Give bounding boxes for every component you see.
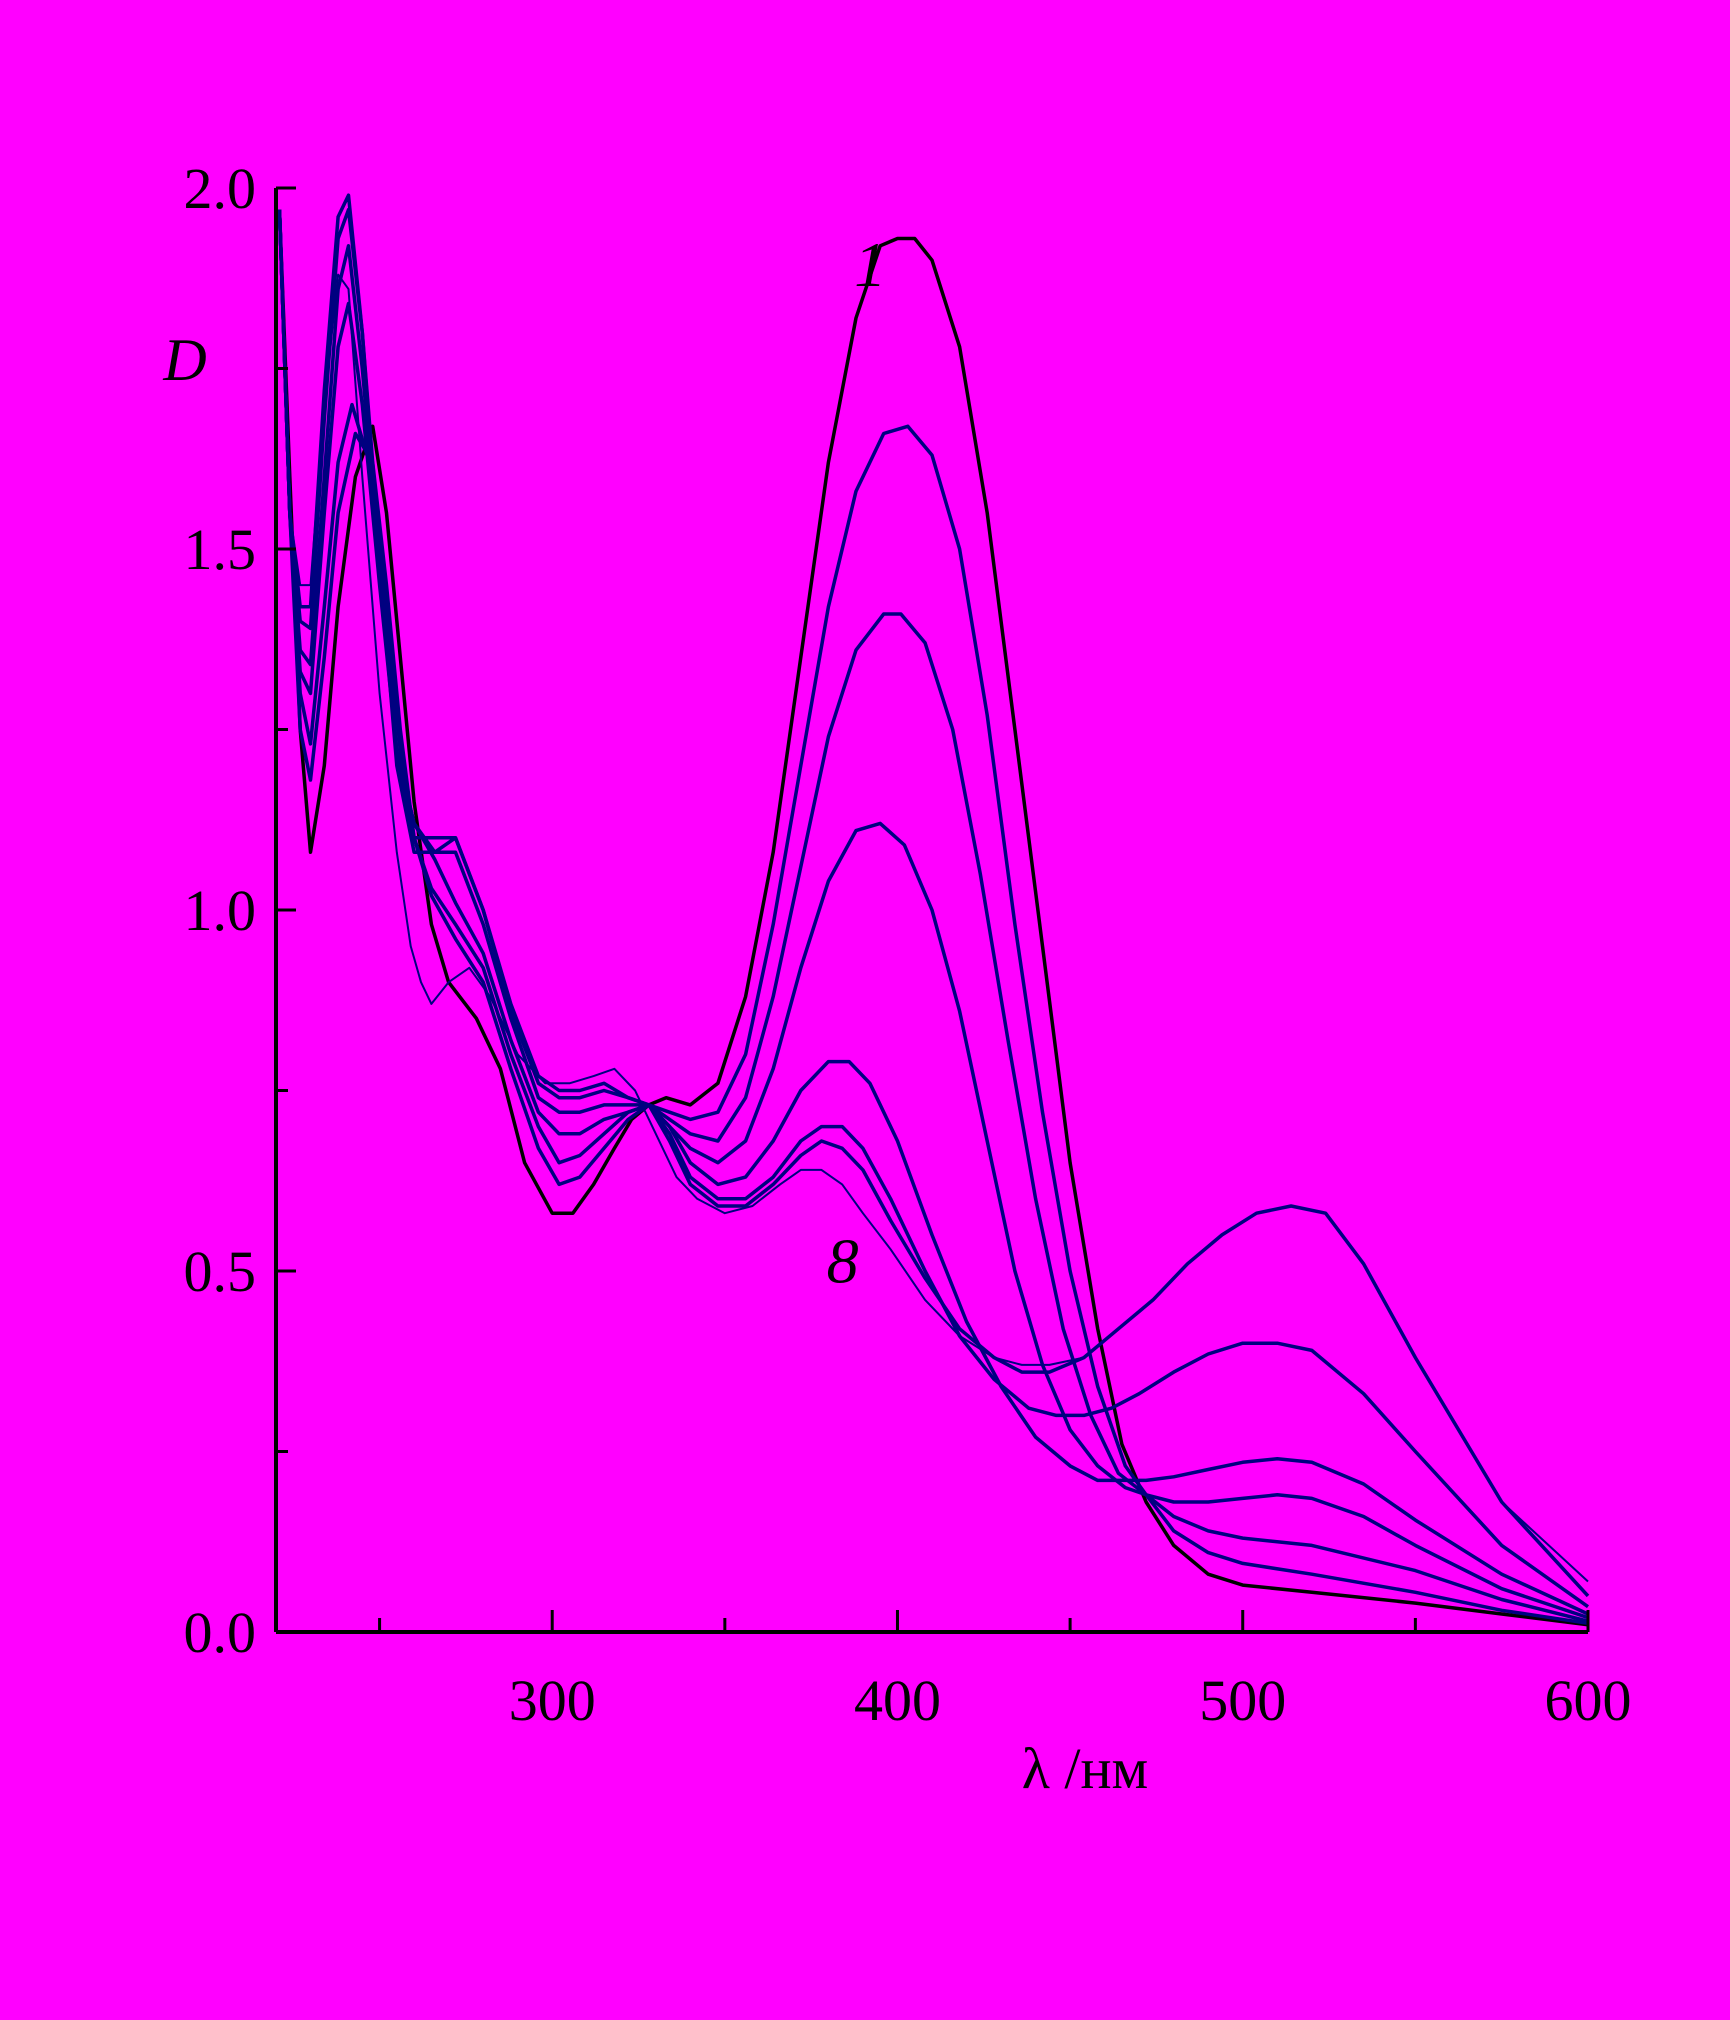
series-line-1	[277, 209, 1589, 1627]
x-tick-label-300: 300	[509, 1668, 596, 1733]
y-axis-title: D	[162, 327, 206, 393]
series-group	[277, 193, 1590, 1627]
x-tick-label-500: 500	[1199, 1668, 1286, 1733]
y-tick-label-1.5: 1.5	[184, 517, 257, 582]
series-line-7	[277, 193, 1590, 1598]
y-tick-label-0.0: 0.0	[184, 1600, 257, 1665]
series-line-4	[277, 209, 1589, 1620]
series-line-2	[277, 209, 1589, 1626]
y-tick-label-0.5: 0.5	[184, 1239, 257, 1304]
series-line-8	[278, 209, 1589, 1583]
y-tick-label-1.0: 1.0	[184, 878, 257, 943]
ticks-group: 300 400 500 600 0.0 0.5 1.0 1.5 2.0	[184, 156, 1632, 1733]
y-tick-label-2.0: 2.0	[184, 156, 257, 221]
curve-label-8: 8	[827, 1226, 859, 1297]
curve-label-1: 1	[854, 229, 886, 300]
x-tick-label-400: 400	[854, 1668, 941, 1733]
x-tick-label-600: 600	[1545, 1668, 1632, 1733]
x-axis-title: λ /нм	[1022, 1736, 1148, 1801]
